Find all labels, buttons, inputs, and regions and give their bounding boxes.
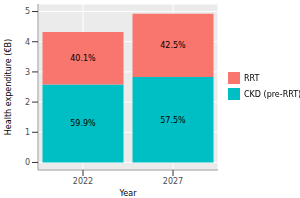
svg-text:0: 0 [25,158,30,167]
svg-text:2: 2 [25,98,30,107]
svg-text:2022: 2022 [73,177,93,186]
svg-text:Year: Year [119,189,138,198]
svg-text:42.5%: 42.5% [160,41,186,50]
svg-text:59.9%: 59.9% [70,119,96,128]
html-text:RRT: RRT [244,73,260,83]
svg-text:5: 5 [25,7,30,16]
svg-text:57.5%: 57.5% [160,116,186,125]
svg-text:1: 1 [25,128,30,137]
svg-text:3: 3 [25,68,30,77]
svg-text:Health expenditure (€B): Health expenditure (€B) [8,39,13,135]
svg-text:2027: 2027 [163,177,183,186]
svg-text:40.1%: 40.1% [70,54,96,63]
svg-text:4: 4 [25,38,30,47]
